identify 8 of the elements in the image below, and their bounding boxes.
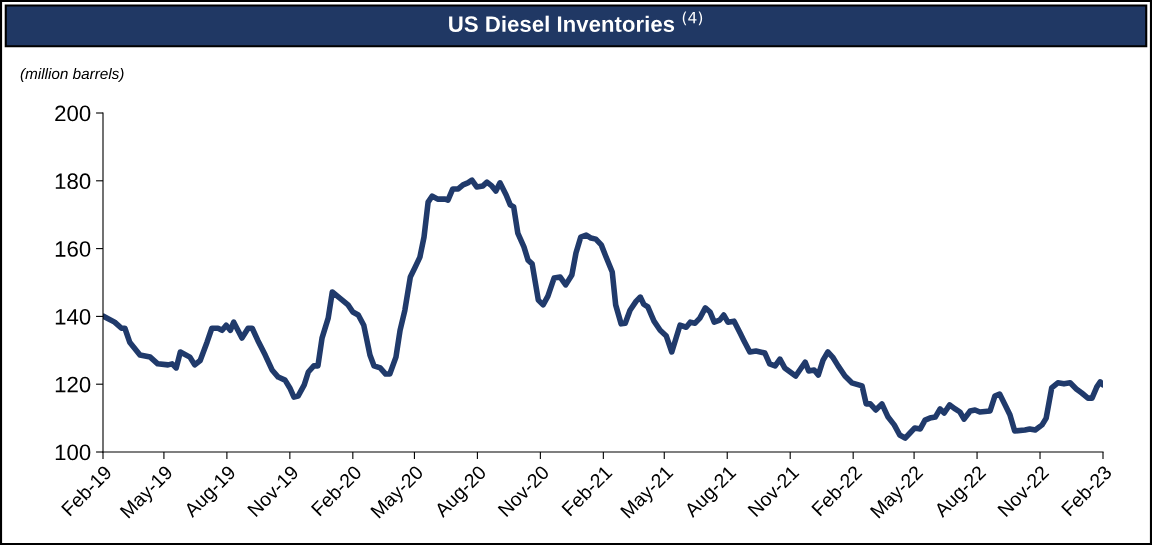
y-tick-label: 180 [55, 173, 91, 190]
y-axis-title: (million barrels) [20, 67, 124, 83]
chart-title: US Diesel Inventories $^{(4)}$ [449, 11, 703, 32]
y-tick-label: 100 [55, 444, 91, 461]
y-tick-label: 120 [55, 376, 91, 393]
y-tick-label: 140 [55, 308, 91, 325]
y-tick-label: 160 [55, 241, 91, 257]
y-tick-label: 200 [55, 105, 91, 122]
